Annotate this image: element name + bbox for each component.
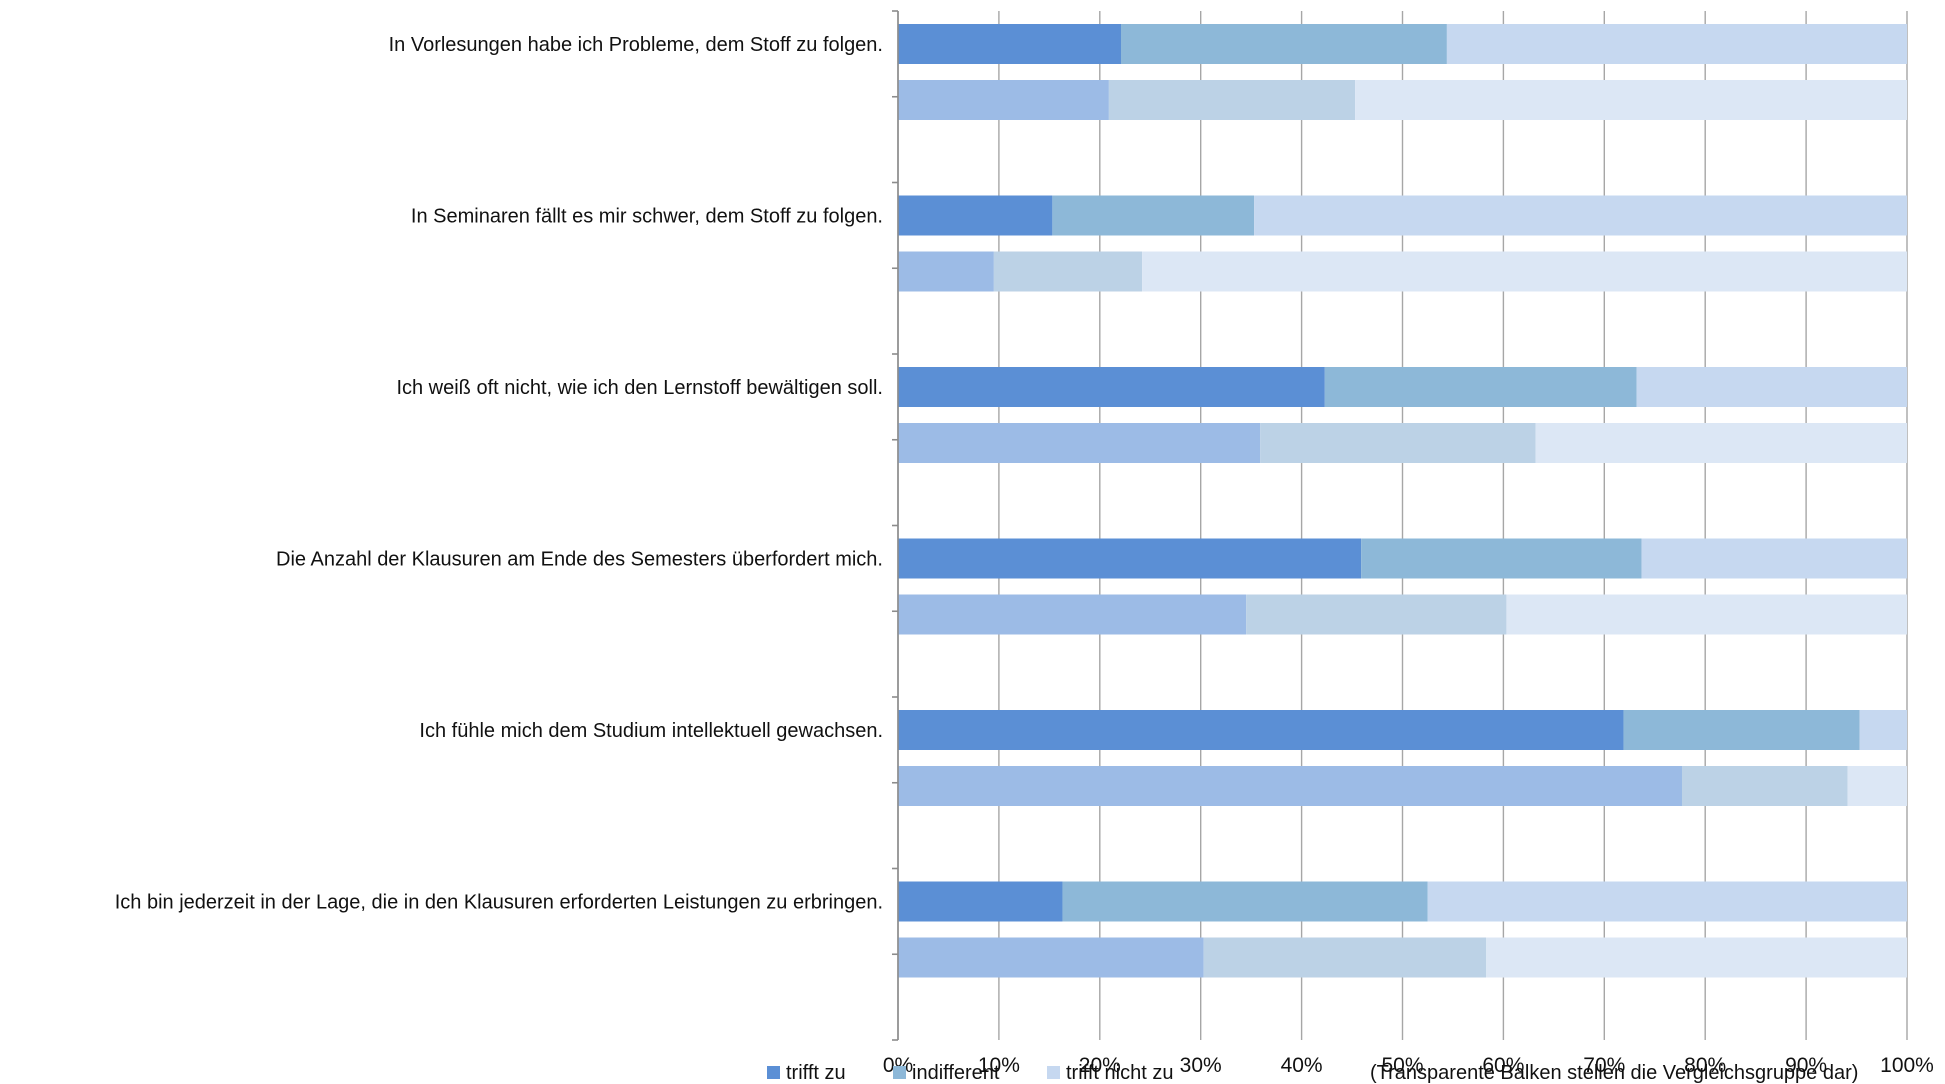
bar-comparison-trifft-nicht-zu-5 [1486, 937, 1907, 978]
x-tick-labels: 0% 10% 20% 30% 40% 50% 60% 70% 80% 90% 100% [883, 1054, 1934, 1077]
bar-main-indifferent-0 [1120, 24, 1447, 64]
x-tick-label: 20% [1079, 1054, 1121, 1077]
bar-main-trifft-zu-4 [898, 710, 1624, 750]
bar-comparison-trifft-nicht-zu-2 [1535, 423, 1907, 463]
comparison-group-note: (Transparente Balken stellen die Verglei… [1370, 1062, 1858, 1084]
x-tick-label: 100% [1880, 1054, 1934, 1077]
bar-comparison-trifft-zu-0 [898, 80, 1109, 120]
bar-comparison-indifferent-1 [993, 251, 1143, 292]
category-label: Ich weiß oft nicht, wie ich den Lernstof… [396, 377, 883, 399]
legend-label-trifft-zu: trifft zu [786, 1062, 846, 1084]
x-tick-label: 10% [978, 1054, 1020, 1077]
category-axis [892, 10, 899, 1041]
bar-comparison-indifferent-0 [1108, 80, 1356, 120]
legend-label-indifferent: indifferent [912, 1062, 1000, 1084]
bar-comparison-indifferent-3 [1246, 594, 1507, 635]
category-labels: In Vorlesungen habe ich Probleme, dem St… [115, 34, 883, 914]
gridlines [897, 11, 1908, 1040]
x-tick-label: 90% [1785, 1054, 1827, 1077]
bar-comparison-indifferent-5 [1203, 937, 1487, 978]
legend-swatch-trifft-zu [767, 1066, 780, 1079]
bar-comparison-trifft-zu-5 [898, 937, 1204, 978]
bar-main-indifferent-2 [1324, 367, 1637, 407]
bar-main-trifft-nicht-zu-4 [1859, 710, 1907, 750]
bar-comparison-indifferent-4 [1681, 766, 1848, 806]
bar-main-indifferent-3 [1361, 538, 1642, 579]
x-tick-label: 50% [1381, 1054, 1423, 1077]
category-label: In Vorlesungen habe ich Probleme, dem St… [389, 34, 883, 56]
bar-main-indifferent-5 [1062, 881, 1428, 922]
bar-main-trifft-nicht-zu-0 [1446, 24, 1907, 64]
bar-main-trifft-zu-0 [898, 24, 1121, 64]
bar-comparison-trifft-nicht-zu-4 [1847, 766, 1907, 806]
bar-main-indifferent-1 [1052, 195, 1255, 236]
bar-main-trifft-zu-2 [898, 367, 1325, 407]
x-tick-label: 80% [1684, 1054, 1726, 1077]
bar-comparison-trifft-nicht-zu-1 [1142, 251, 1907, 292]
bar-comparison-trifft-nicht-zu-3 [1506, 594, 1907, 635]
bar-main-trifft-zu-5 [898, 881, 1063, 922]
bar-main-indifferent-4 [1623, 710, 1860, 750]
category-label: Die Anzahl der Klausuren am Ende des Sem… [276, 549, 883, 571]
category-label: In Seminaren fällt es mir schwer, dem St… [411, 206, 883, 228]
bar-main-trifft-nicht-zu-2 [1636, 367, 1907, 407]
bars [898, 24, 1907, 978]
legend-swatch-indifferent [893, 1066, 906, 1079]
bar-comparison-trifft-nicht-zu-0 [1355, 80, 1907, 120]
bar-main-trifft-nicht-zu-5 [1427, 881, 1907, 922]
x-tick-label: 40% [1281, 1054, 1323, 1077]
category-label: Ich fühle mich dem Studium intellektuell… [419, 720, 883, 742]
legend-label-trifft-nicht-zu: trifft nicht zu [1066, 1062, 1173, 1084]
x-tick-label: 70% [1583, 1054, 1625, 1077]
bar-comparison-trifft-zu-4 [898, 766, 1682, 806]
bar-main-trifft-zu-1 [898, 195, 1053, 236]
legend-swatch-trifft-nicht-zu [1047, 1066, 1060, 1079]
x-tick-label: 60% [1482, 1054, 1524, 1077]
bar-main-trifft-zu-3 [898, 538, 1362, 579]
x-tick-label: 30% [1180, 1054, 1222, 1077]
legend: trifft zu indifferent trifft nicht zu [767, 1062, 1173, 1084]
bar-main-trifft-nicht-zu-3 [1641, 538, 1907, 579]
bar-comparison-trifft-zu-2 [898, 423, 1261, 463]
bar-main-trifft-nicht-zu-1 [1254, 195, 1907, 236]
bar-comparison-indifferent-2 [1260, 423, 1536, 463]
bar-comparison-trifft-zu-1 [898, 251, 994, 292]
bar-comparison-trifft-zu-3 [898, 594, 1247, 635]
category-label: Ich bin jederzeit in der Lage, die in de… [115, 892, 883, 914]
